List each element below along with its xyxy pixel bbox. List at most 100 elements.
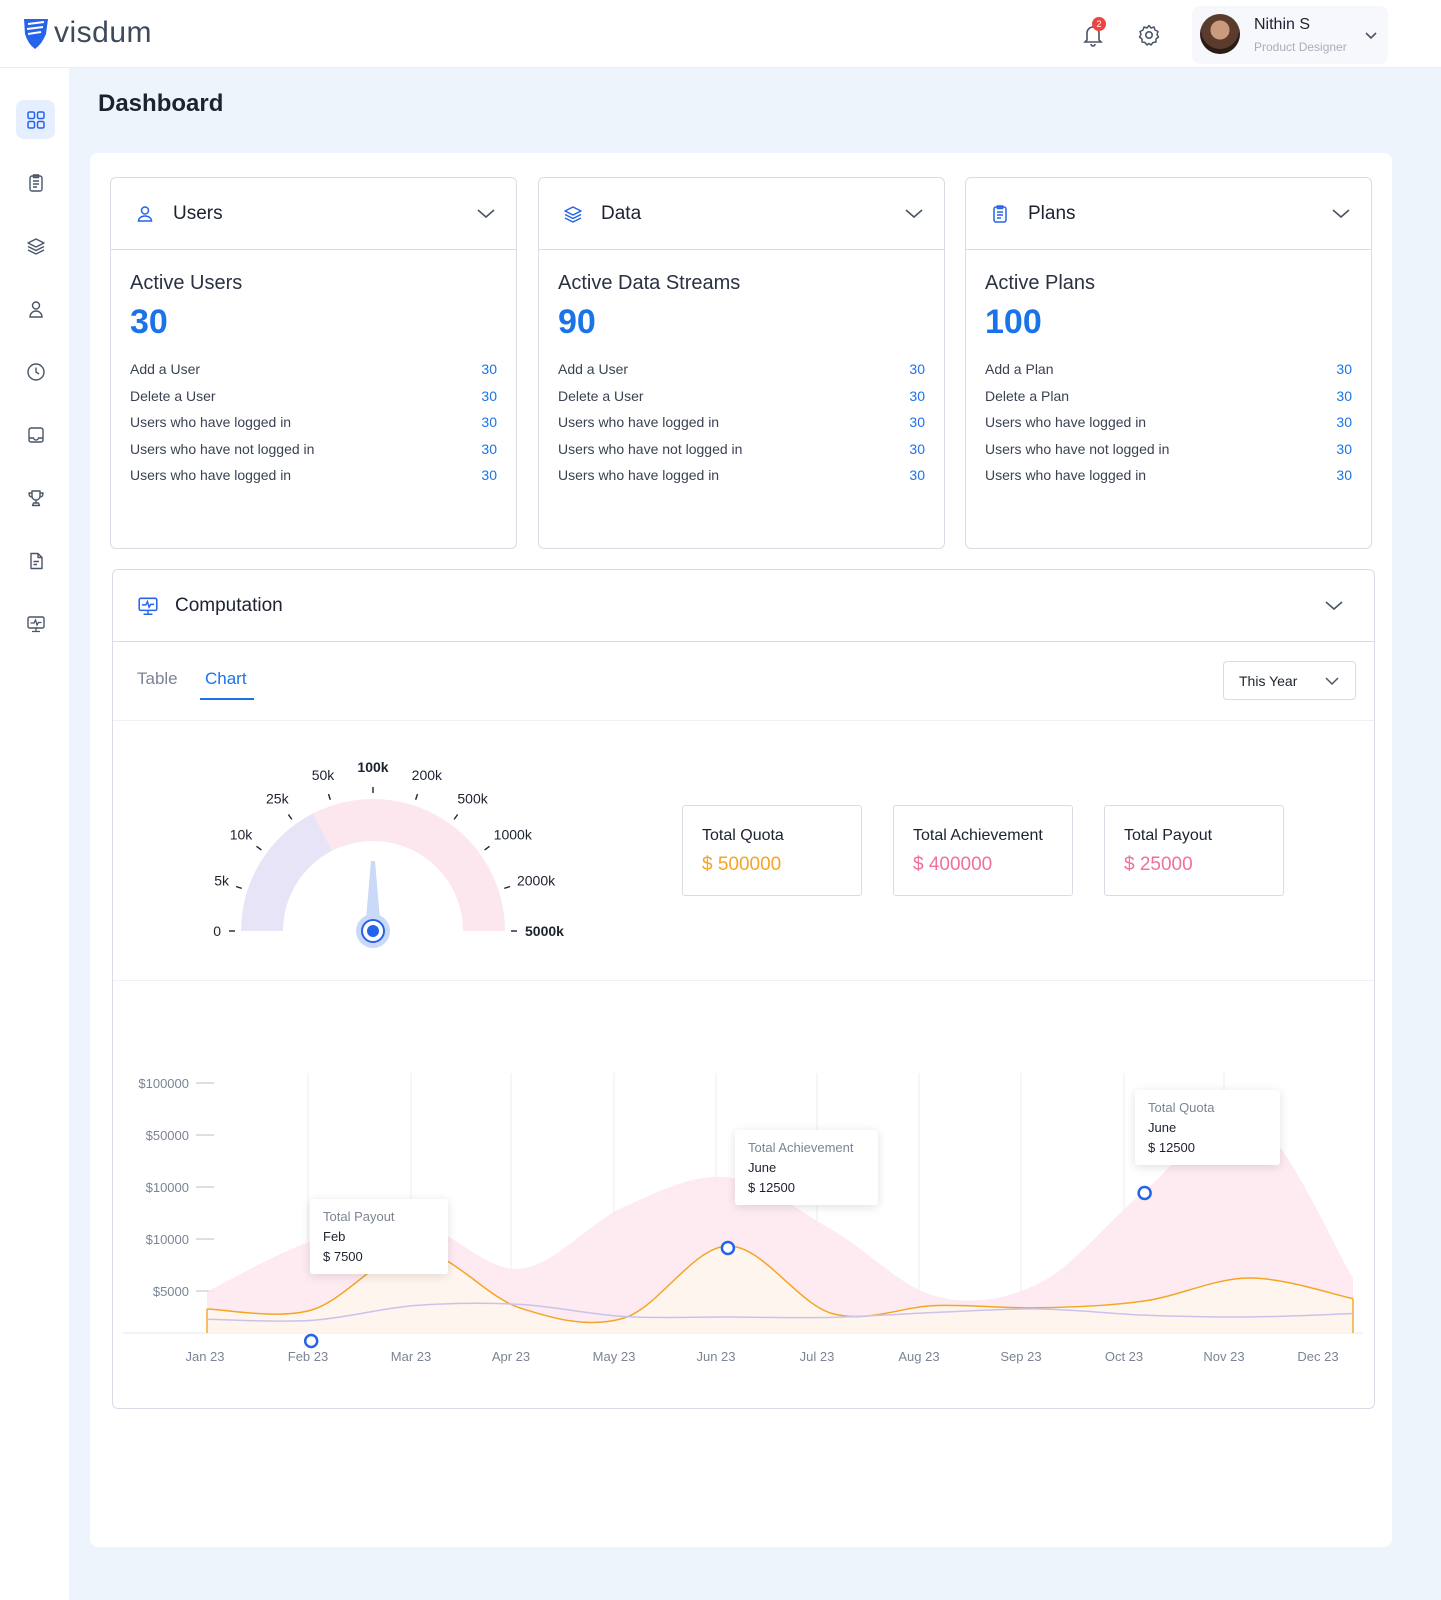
notification-badge: 2 [1092,17,1106,31]
x-tick-label: Sep 23 [1000,1349,1041,1364]
x-tick-label: Nov 23 [1203,1349,1244,1364]
grid-icon [26,110,45,129]
row-label: Users who have not logged in [985,440,1170,457]
card-row: Users who have not logged in 30 [130,441,497,468]
document-icon [29,552,43,569]
clipboard-icon [993,205,1007,223]
card-subtitle: Active Users [130,272,243,294]
user-icon [137,206,153,222]
card-title: Plans [1028,203,1076,224]
card-metric: 90 [558,303,596,341]
gauge-tick-label: 200k [412,767,443,783]
profile-role: Product Designer [1254,40,1347,54]
stat-value: $ 25000 [1124,854,1193,875]
gauge-tick-label: 100k [357,759,388,775]
row-value: 30 [1336,414,1352,430]
sidebar-item-data[interactable] [16,226,55,265]
row-label: Users who have not logged in [130,440,315,457]
x-tick-label: Dec 23 [1297,1349,1338,1364]
sidebar-item-documents[interactable] [16,541,55,580]
sidebar-item-dashboard[interactable] [16,100,55,139]
chevron-down-icon[interactable] [904,206,924,220]
sidebar-item-computation[interactable] [16,604,55,643]
card-row: Users who have logged in 30 [558,414,925,441]
gauge-chart: 0 5k 10k 25k 50k 100k 200k 500k 1000k 2000k 5000k [213,759,564,948]
chevron-down-icon[interactable] [1331,206,1351,220]
y-tick-label: $50000 [146,1128,189,1143]
stat-total-quota: Total Quota $ 500000 [682,805,862,896]
sidebar-item-history[interactable] [16,352,55,391]
row-label: Add a Plan [985,361,1054,377]
highlight-point [1137,1185,1152,1201]
tooltip-payout: Total Payout Feb $ 7500 [310,1199,448,1274]
gauge-hub [367,925,379,937]
stat-label: Total Quota [702,827,784,844]
row-label: Delete a Plan [985,387,1070,404]
tab-table[interactable]: Table [137,669,178,688]
profile-name: Nithin S [1254,16,1311,33]
tooltip-series: Total Quota [1148,1100,1215,1115]
gauge-band-high [313,799,505,931]
row-value: 30 [481,361,497,377]
users-card: Users Active Users 30 Add a User 30 Delet… [110,177,517,549]
inbox-icon [27,426,44,443]
computation-panel: Computation Table Chart This Year 0 5k 10k… [112,569,1375,1409]
row-value: 30 [909,467,925,483]
card-row: Delete a User 30 [130,388,497,415]
computation-header[interactable]: Computation [113,570,1374,642]
tooltip-achievement: Total Achievement June $ 12500 [735,1130,878,1205]
gauge-tick-mark [235,885,242,890]
x-tick-label: Jan 23 [185,1349,224,1364]
gauge-tick-mark [504,885,511,890]
row-label: Users who have logged in [985,414,1147,430]
y-tick-label: $100000 [138,1076,189,1091]
row-value: 30 [481,440,497,457]
sidebar-item-inbox[interactable] [16,415,55,454]
sidebar-item-achievements[interactable] [16,478,55,517]
card-row: Users who have not logged in 30 [985,441,1352,468]
stat-total-payout: Total Payout $ 25000 [1104,805,1284,896]
profile-menu[interactable]: Nithin S Product Designer [1192,6,1388,64]
card-row: Users who have logged in 30 [130,467,497,494]
chevron-down-icon[interactable] [476,206,496,220]
sidebar-item-plans[interactable] [16,163,55,202]
gauge-section: 0 5k 10k 25k 50k 100k 200k 500k 1000k 2000k 5000k … [113,721,1374,981]
chevron-down-icon[interactable] [1324,598,1344,612]
plans-card-header[interactable]: Plans [966,178,1371,250]
sidebar-item-users[interactable] [16,289,55,328]
tab-chart[interactable]: Chart [205,669,247,688]
shield-logo-icon [24,19,48,49]
gauge-tick-mark [484,845,490,851]
plans-card: Plans Active Plans 100 Add a Plan 30 Dele… [965,177,1372,549]
data-card-header[interactable]: Data [539,178,944,250]
gauge-tick-mark [256,845,262,851]
x-tick-label: Feb 23 [288,1349,328,1364]
row-label: Users who have not logged in [558,440,743,457]
avatar [1200,14,1240,54]
row-label: Users who have logged in [558,414,720,430]
y-tick-label: $10000 [146,1180,189,1195]
tooltip-month: Feb [323,1229,346,1244]
settings-button[interactable] [1137,23,1161,47]
gauge-tick-mark [453,814,459,820]
gear-icon [1138,24,1160,46]
gauge-tick-label: 25k [266,790,290,806]
clock-icon [26,362,45,381]
tooltip-month: June [1148,1120,1177,1135]
period-select[interactable]: This Year [1223,661,1356,700]
card-row: Users who have not logged in 30 [558,441,925,468]
gauge-tick-label: 1000k [494,827,533,843]
row-value: 30 [481,414,497,430]
page-title: Dashboard [98,90,224,117]
brand-logo[interactable]: visdum [22,16,152,50]
gauge-tick-label: 5000k [525,923,564,939]
x-tick-label: Oct 23 [1105,1349,1143,1364]
gauge-tick-mark [327,793,332,800]
users-card-header[interactable]: Users [111,178,516,250]
monitor-icon [26,615,45,632]
row-value: 30 [909,414,925,430]
y-tick-label: $10000 [146,1232,189,1247]
row-value: 30 [481,387,497,404]
row-label: Users who have logged in [130,414,292,430]
notifications-button[interactable]: 2 [1081,17,1106,48]
